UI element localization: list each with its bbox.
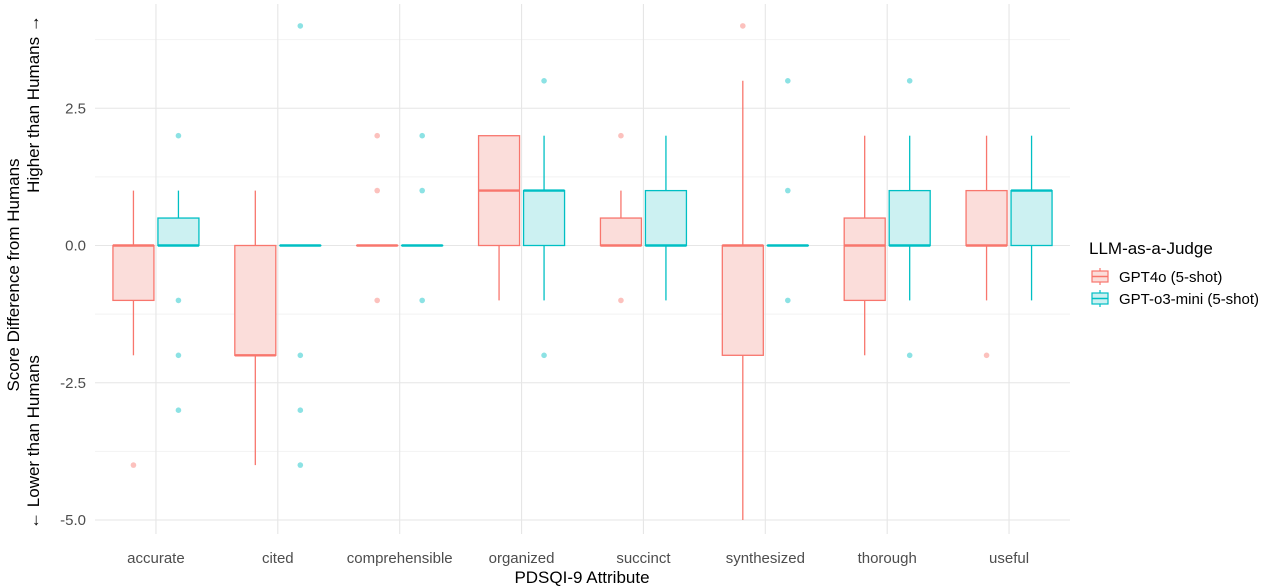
box-group <box>888 78 931 359</box>
x-tick-label: useful <box>989 550 1029 567</box>
box-iqr <box>644 189 688 247</box>
x-axis-ticks: accurate cited comprehensible organized succ… <box>127 550 1029 567</box>
box-group <box>356 132 399 304</box>
x-tick-label: succinct <box>616 550 671 567</box>
legend-title: LLM-as-a-Judge <box>1089 239 1213 258</box>
outlier-point <box>541 78 547 84</box>
box-group <box>157 132 200 414</box>
legend: LLM-as-a-Judge GPT4o (5-shot) GPT-o3-min… <box>1089 239 1259 308</box>
box-group <box>401 132 444 304</box>
box-iqr <box>112 244 155 302</box>
x-tick-label: comprehensible <box>347 550 453 567</box>
y-tick-label: 0.0 <box>65 238 86 255</box>
box-iqr <box>721 244 764 356</box>
box-group <box>234 190 277 466</box>
x-tick-label: synthesized <box>726 550 805 567</box>
outlier-point <box>785 297 791 304</box>
boxes <box>112 23 1053 520</box>
box-iqr <box>522 189 566 247</box>
box-iqr <box>599 217 643 247</box>
y-axis-title: Score Difference from Humans <box>4 158 23 391</box>
y-axis-title-group: Score Difference from Humans Higher than… <box>4 15 43 529</box>
outlier-point <box>983 352 990 359</box>
outlier-point <box>740 23 746 29</box>
outlier-point <box>374 297 380 304</box>
box-group <box>766 78 809 304</box>
box-iqr <box>888 189 931 247</box>
box-iqr <box>1010 189 1053 247</box>
x-tick-label: thorough <box>858 550 917 567</box>
outlier-point <box>906 352 913 359</box>
legend-label-gpt4o: GPT4o (5-shot) <box>1119 269 1222 286</box>
y-axis-subtitle-higher: Higher than Humans → <box>24 15 43 193</box>
outlier-point <box>175 297 182 304</box>
outlier-point <box>618 297 624 304</box>
outlier-point <box>175 407 182 414</box>
outlier-point <box>130 462 137 468</box>
box-iqr <box>843 217 886 302</box>
outlier-point <box>297 352 304 359</box>
box-group <box>112 190 155 468</box>
outlier-point <box>541 352 547 359</box>
x-axis-title: PDSQI-9 Attribute <box>514 568 649 587</box>
y-tick-label: -2.5 <box>60 375 86 392</box>
x-tick-label: cited <box>262 550 294 567</box>
outlier-point <box>419 297 425 304</box>
y-axis-subtitle-lower: ← Lower than Humans <box>24 355 43 529</box>
y-axis-ticks: -5.0 -2.5 0.0 2.5 <box>60 100 86 529</box>
outlier-point <box>374 187 380 194</box>
box-group <box>721 23 764 520</box>
box-group <box>843 135 886 356</box>
box-group <box>965 135 1008 359</box>
box-iqr <box>234 244 277 356</box>
box-iqr <box>157 217 200 247</box>
outlier-point <box>785 187 791 194</box>
outlier-point <box>618 132 624 139</box>
outlier-point <box>785 78 791 84</box>
x-tick-label: accurate <box>127 550 185 567</box>
x-tick-label: organized <box>489 550 555 567</box>
outlier-point <box>419 187 425 194</box>
outlier-point <box>297 462 304 468</box>
box-group <box>522 78 566 359</box>
box-iqr <box>965 189 1008 247</box>
outlier-point <box>297 407 304 414</box>
outlier-point <box>374 132 380 139</box>
outlier-point <box>297 23 304 29</box>
box-group <box>1010 135 1053 301</box>
y-tick-label: 2.5 <box>65 100 86 117</box>
y-tick-label: -5.0 <box>60 512 86 529</box>
outlier-point <box>175 132 182 139</box>
legend-label-gpt-o3-mini: GPT-o3-mini (5-shot) <box>1119 291 1259 308</box>
box-group <box>279 23 322 468</box>
box-group <box>644 135 688 301</box>
box-group <box>599 132 643 304</box>
legend-key-gpt-o3-mini <box>1091 290 1109 307</box>
grid-lines <box>95 4 1070 534</box>
outlier-point <box>906 78 913 84</box>
outlier-point <box>175 352 182 359</box>
outlier-point <box>419 132 425 139</box>
box-group <box>477 135 521 301</box>
legend-key-gpt4o <box>1091 268 1109 285</box>
